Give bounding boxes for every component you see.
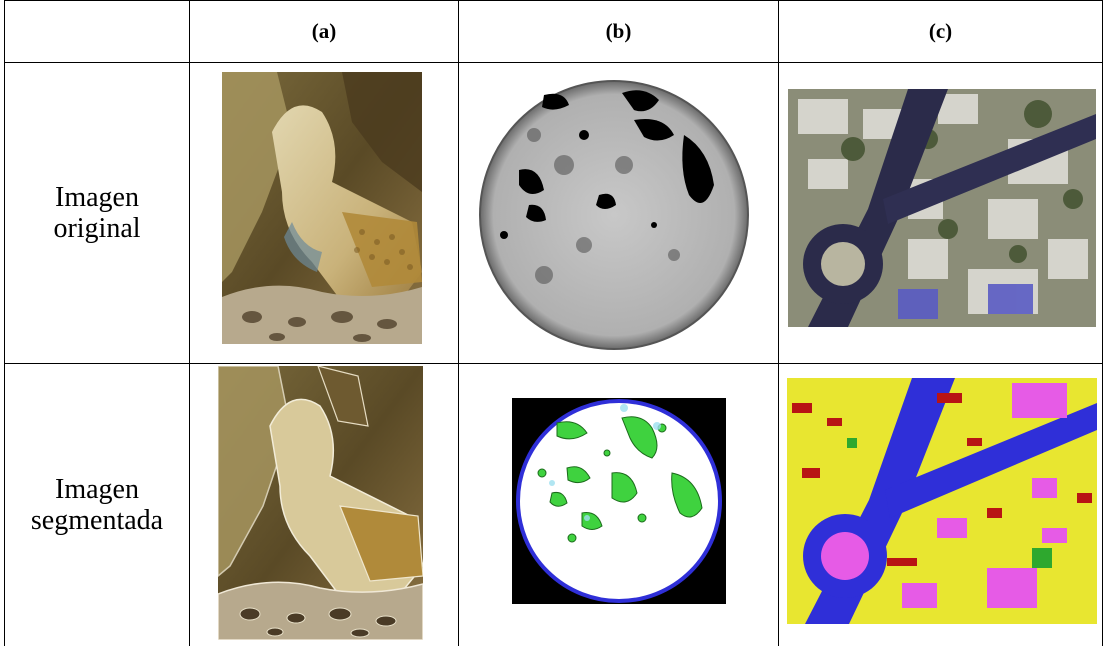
urban-segmented-image [787,378,1097,624]
table-border-right [1102,0,1103,646]
table-col-divider-1 [189,0,190,646]
aerial-original-image [788,89,1096,327]
table-border-top [4,0,1103,1]
lizard-segmented-image [218,366,423,640]
lizard-original-image [222,72,422,344]
column-header-c: (c) [928,19,953,43]
table-rule-header [4,62,1103,63]
row-header-segmented: Imagen segmentada [5,364,189,646]
disc-segmented-image [512,398,726,604]
column-header-b: (b) [605,19,632,43]
column-header-a: (a) [311,19,337,43]
table-border-left [4,0,5,646]
header-empty-cell [5,1,189,62]
disc-original-image [474,75,754,355]
row-header-original-line1: Imagen [55,181,139,213]
row-header-segmented-line2: segmentada [30,505,164,536]
row-header-original: Imagen original [5,63,189,363]
table-rule-middle [4,363,1103,364]
row-header-original-line2: original [53,213,141,244]
row-header-segmented-line1: Imagen [55,473,139,505]
table-col-divider-3 [778,0,779,646]
table-col-divider-2 [458,0,459,646]
